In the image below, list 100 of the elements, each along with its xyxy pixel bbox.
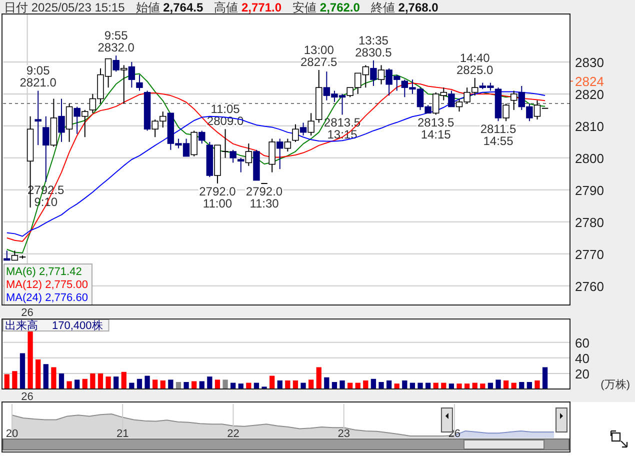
bar xyxy=(160,380,166,389)
bar xyxy=(277,380,282,389)
annotation: 2792.0 11:30 xyxy=(246,184,283,210)
bar xyxy=(270,376,275,389)
y-axis-title: (万株) xyxy=(600,378,630,391)
bar xyxy=(526,382,532,389)
y-tick-label: 2760 xyxy=(575,278,604,294)
candlestick xyxy=(502,103,510,122)
bar xyxy=(214,380,220,389)
candlestick xyxy=(190,130,198,157)
candlestick xyxy=(292,124,299,142)
bar xyxy=(98,373,104,389)
chart-subtitle: 170,400株 xyxy=(52,319,103,332)
candlestick xyxy=(230,149,236,164)
series-label: MA(6) 2,771.42 xyxy=(6,266,82,278)
bar xyxy=(121,372,126,389)
chart-title: 出来高 xyxy=(5,319,38,332)
bar xyxy=(292,380,298,389)
bar xyxy=(332,382,338,389)
bar xyxy=(176,382,182,389)
bar xyxy=(370,378,376,389)
candlestick xyxy=(238,157,244,173)
bar xyxy=(324,377,330,389)
candlestick xyxy=(82,109,88,138)
candlestick xyxy=(510,90,518,110)
candlestick xyxy=(284,138,292,152)
candlestick xyxy=(112,55,120,72)
y-tick-label: 2824 xyxy=(575,74,604,90)
bar xyxy=(402,380,408,389)
bar xyxy=(519,382,524,389)
candlestick xyxy=(268,138,276,173)
candlestick xyxy=(128,61,136,88)
text: MA(24) 2,776.60 xyxy=(6,292,88,304)
candlestick xyxy=(448,90,455,108)
bar xyxy=(136,378,142,389)
candlestick xyxy=(74,106,80,134)
annotation: 高値 2,771.0 xyxy=(214,0,282,14)
candlestick xyxy=(198,130,206,144)
annotation: 9:05 2821.0 xyxy=(20,64,57,90)
y-tick-label: 2820 xyxy=(575,86,604,102)
bar xyxy=(82,378,88,389)
bar xyxy=(418,382,423,389)
annotation: 14:40 2825.0 xyxy=(456,50,494,77)
bar xyxy=(199,381,204,389)
bar xyxy=(129,382,134,389)
bar xyxy=(207,376,212,389)
bar xyxy=(144,376,150,389)
annotation: 始値 2,764.5 xyxy=(136,0,204,14)
bar xyxy=(90,373,96,389)
y-tick-label: 2800 xyxy=(575,150,604,166)
candlestick xyxy=(58,98,65,142)
bar xyxy=(222,380,228,389)
bar xyxy=(43,364,48,389)
bar xyxy=(74,380,80,389)
y-tick-label: 60 xyxy=(575,335,590,350)
candlestick xyxy=(276,138,284,170)
x-tick-label: 26 xyxy=(21,391,34,403)
candlestick xyxy=(136,74,143,92)
bar xyxy=(503,380,509,389)
bar xyxy=(386,380,392,389)
annotation: 9:55 2832.0 xyxy=(98,28,135,55)
annotation: 13:00 2827.5 xyxy=(300,42,338,69)
candlestick xyxy=(42,116,50,182)
text: MA(12) 2,775.00 xyxy=(6,279,88,291)
candlestick xyxy=(4,250,10,261)
y-tick-label: 2780 xyxy=(575,214,604,230)
bar xyxy=(114,376,119,389)
candlestick xyxy=(378,64,385,85)
annotation: 13:35 2830.5 xyxy=(355,33,392,60)
bar xyxy=(340,380,345,389)
bar xyxy=(4,374,10,389)
annotation: 2813.5 14:15 xyxy=(418,116,455,142)
bar xyxy=(496,380,501,389)
bar xyxy=(363,380,368,389)
bar xyxy=(300,382,306,389)
bar xyxy=(542,367,548,389)
bar xyxy=(378,382,384,389)
y-tick-label: 40 xyxy=(575,350,590,366)
annotation: 2792.0 11:00 xyxy=(199,184,236,210)
bar xyxy=(152,380,158,389)
bar xyxy=(106,376,111,389)
candlestick xyxy=(245,143,252,166)
candlestick xyxy=(34,90,42,146)
bar xyxy=(534,380,540,389)
bar xyxy=(168,380,174,389)
annotation: 終値 2,768.0 xyxy=(370,0,439,14)
bar xyxy=(316,367,322,389)
bar xyxy=(58,373,64,389)
y-tick-label: 2770 xyxy=(575,246,604,262)
candlestick xyxy=(66,103,73,142)
candlestick xyxy=(370,60,377,86)
bar xyxy=(36,359,41,389)
candlestick xyxy=(308,112,314,136)
y-tick-label: 20 xyxy=(575,366,590,382)
y-tick-label: 2790 xyxy=(575,182,604,198)
bar xyxy=(192,381,197,389)
bar xyxy=(28,331,33,389)
bar xyxy=(51,367,56,389)
bar xyxy=(66,381,72,389)
x-tick-label: 26 xyxy=(21,307,34,319)
